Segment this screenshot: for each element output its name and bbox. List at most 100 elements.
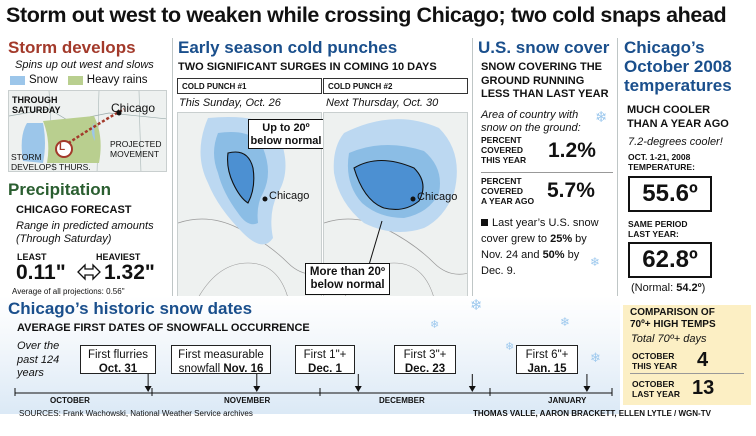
cold-subtitle: TWO SIGNIFICANT SURGES IN COMING 10 DAYS [178,61,437,73]
event-date: Jan. 15 [527,363,567,375]
legend-rain: Heavy rains [67,74,148,86]
pc-this-2: COVERED [481,145,524,155]
punch2-chicago: Chicago [417,191,458,203]
separator-2 [472,38,473,298]
event-label-2: snowfall [178,363,224,375]
event-marker [253,374,261,392]
movement-text: MOVEMENT [110,148,160,159]
oct-this-year-label: OCTOBER THIS YEAR [632,351,677,371]
headline: Storm out west to weaken while crossing … [6,3,727,27]
note-line3c: by [564,249,580,261]
snowflake-icon: ❄ [505,341,515,353]
callout1-line2: below normal [250,135,322,147]
event-date: Dec. 23 [404,363,446,375]
same-period-label: SAME PERIOD LAST YEAR: [628,219,688,239]
temps-subtitle: MUCH COOLER THAN A YEAR AGO [627,103,729,131]
develops-text: DEVELOPS THURS. [11,161,91,172]
event-first-measurable: First measurable snowfall Nov. 16 [171,345,271,375]
punch1-label: COLD PUNCH #1 [177,78,322,94]
event-marker [468,374,476,392]
history-over: Over the past 124 years [17,340,59,381]
month-december: DECEMBER [379,396,425,405]
percent-this-year-value: 1.2% [548,139,596,162]
note-line4: Dec. 9. [481,265,516,277]
note-bullet-icon [481,219,488,226]
over3: years [17,367,44,379]
normal-temp: (Normal: 54.2º) [631,282,705,294]
snowcover-sub1: SNOW COVERING THE [481,61,603,73]
oct-label2: TEMPERATURE: [628,162,695,172]
callout2-line2: below normal [310,279,385,291]
same1: SAME PERIOD [628,219,688,229]
event-label: First 6"+ [525,349,569,361]
history-subtitle: AVERAGE FIRST DATES OF SNOWFALL OCCURREN… [17,322,310,334]
event-label: First flurries [87,349,149,361]
oct-temp-value: 55.6º [628,176,712,212]
rain-swatch [67,75,83,85]
snowflake-icon: ❄ [470,297,483,314]
normal-a: (Normal: [631,282,677,294]
snowflake-icon: ❄ [430,319,440,331]
oct-last-year-value: 13 [692,377,715,399]
snowflake-icon: ❄ [590,255,601,269]
pc-ago-1: PERCENT [481,176,522,186]
heaviest-value: 1.32" [104,261,155,284]
note-line1: Last year’s U.S. snow [492,217,599,229]
least-label: LEAST [17,252,47,262]
precip-range-line2: (Through Saturday) [16,233,112,245]
precip-title: Precipitation [8,180,111,199]
punch2-map: Chicago [323,112,468,297]
snowcover-subtitle: SNOW COVERING THE GROUND RUNNING LESS TH… [481,61,609,102]
credits: THOMAS VALLE, AARON BRACKETT, ELLEN LYTL… [473,409,711,418]
event-label: First 3"+ [403,349,447,361]
legend-snow-label: Snow [29,74,58,86]
timeline-markers [144,374,591,392]
month-november: NOVEMBER [224,396,271,405]
month-october: OCTOBER [50,396,90,405]
last-year-temp-value: 62.8º [628,242,712,278]
event-marker [354,374,362,392]
pc-this-1: PERCENT [481,135,522,145]
storm-subtitle: Spins up out west and slows [15,59,154,71]
pc-this-3: THIS YEAR [481,155,527,165]
note-line2a: cover grew to [481,233,551,245]
temps-cooler: 7.2-degrees cooler! [628,136,723,148]
note-50-percent: 50% [542,249,565,261]
over1: Over the [17,340,60,352]
temps-sub2: THAN A YEAR AGO [627,118,729,130]
precip-range-line1: Range in predicted amounts [16,220,154,232]
callout-more-than-20: More than 20º below normal [305,263,390,295]
snow-swatch [10,75,25,85]
pc-ago-2: COVERED [481,186,524,196]
storm-text: STORM [11,152,42,162]
through-text: THROUGH [12,95,58,105]
legend-rain-label: Heavy rains [86,74,148,86]
temps-title1: Chicago’s [624,38,705,57]
percent-ago-label: PERCENT COVERED A YEAR AGO [481,176,534,206]
oct-this2: THIS YEAR [632,361,678,371]
normal-c: ) [701,282,706,294]
note-25-percent: 25% [550,233,573,245]
separator-3 [617,38,618,298]
separator-1 [172,38,173,298]
snowcover-title: U.S. snow cover [478,38,610,57]
temps-sub1: MUCH COOLER [627,104,711,116]
heaviest-label: HEAVIEST [96,252,141,262]
precip-range: Range in predicted amounts (Through Satu… [16,220,154,246]
temps-title2: October 2008 [624,57,732,76]
normal-value: 54.2º [676,282,702,294]
event-date: Dec. 1 [308,363,342,375]
punch2-date: Next Thursday, Oct. 30 [326,97,439,109]
percent-this-year-label: PERCENT COVERED THIS YEAR [481,135,526,165]
least-value: 0.11" [16,261,66,284]
snowflake-icon: ❄ [595,109,608,126]
projected-text: PROJECTED [110,139,162,149]
event-first-1-inch: First 1"+ Dec. 1 [295,345,355,375]
punch1-date: This Sunday, Oct. 26 [179,97,281,109]
note-line3a: Nov. 24 and [481,249,543,261]
snowcover-area: Area of country with snow on the ground: [481,109,581,135]
snowcover-area2: snow on the ground: [481,122,581,134]
event-first-flurries: First flurries Oct. 31 [80,345,156,375]
saturday-text: SATURDAY [12,105,61,115]
snowflake-icon: ❄ [560,315,571,329]
